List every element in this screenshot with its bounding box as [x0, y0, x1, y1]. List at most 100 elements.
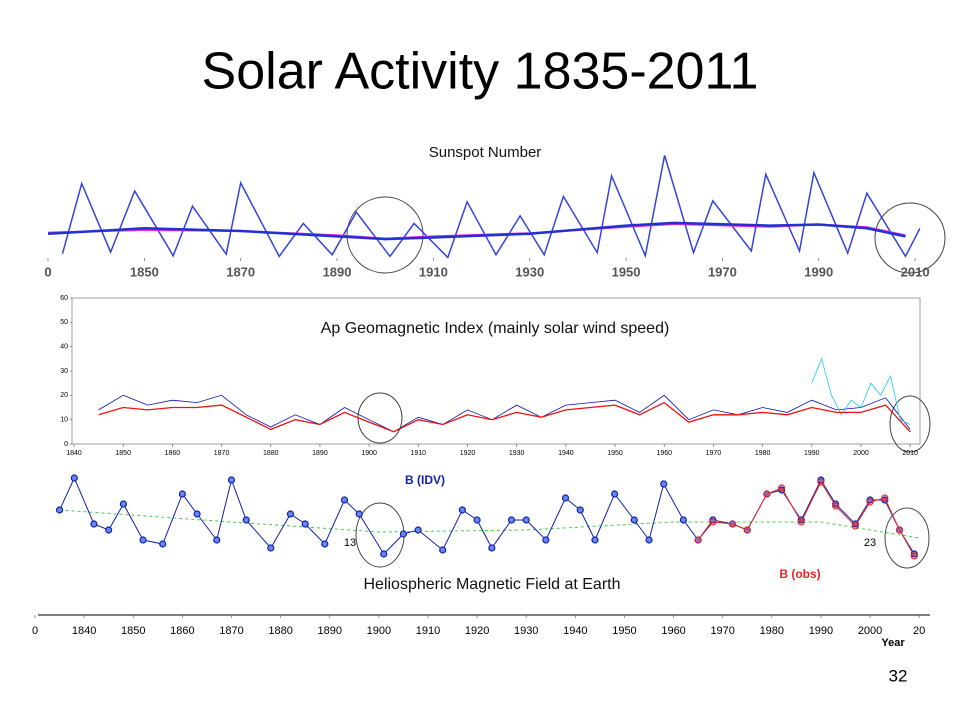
- x-tick-label: 0: [44, 264, 51, 279]
- data-point: [832, 500, 840, 508]
- data-point: [473, 516, 481, 524]
- x-tick-label: 1890: [323, 264, 352, 279]
- annotation: 23: [864, 537, 876, 549]
- x-tick-label: 1850: [121, 625, 145, 637]
- x-tick-label: 1850: [130, 264, 159, 279]
- data-point: [507, 516, 516, 524]
- highlight-circle: [889, 395, 931, 453]
- series-label: B (obs): [779, 567, 820, 581]
- x-tick-label: 1930: [514, 625, 538, 637]
- x-tick-label: 1930: [515, 264, 544, 279]
- chart-title: Ap Geomagnetic Index (mainly solar wind …: [321, 320, 670, 337]
- data-point: [660, 480, 668, 488]
- highlight-circle: [346, 196, 424, 274]
- x-tick-label: 1970: [708, 264, 737, 279]
- data-point: [851, 522, 859, 530]
- series-line: [98, 394, 911, 433]
- data-point: [178, 490, 186, 498]
- data-point: [542, 536, 550, 544]
- x-tick-label: 1910: [419, 264, 448, 279]
- data-point: [193, 510, 201, 518]
- x-tick-label: 1920: [465, 625, 489, 637]
- data-point: [763, 490, 771, 498]
- highlight-circle: [357, 392, 403, 444]
- data-point: [414, 526, 422, 534]
- data-point: [488, 544, 496, 552]
- data-point: [576, 506, 584, 514]
- x-tick-label: 2010: [901, 264, 930, 279]
- y-tick-label: 60: [60, 295, 68, 302]
- x-tick-label: 1890: [317, 625, 341, 637]
- series-label: B (IDV): [405, 473, 445, 487]
- series-line: [61, 155, 921, 259]
- x-tick-label: 1980: [755, 450, 771, 457]
- x-tick-label: 1910: [416, 625, 440, 637]
- data-point: [910, 552, 918, 560]
- y-tick-label: 20: [60, 392, 68, 399]
- x-tick-label: 1870: [226, 264, 255, 279]
- x-tick-label: 2010: [902, 450, 918, 457]
- x-tick-label: 2000: [853, 450, 869, 457]
- series-line: [697, 480, 915, 557]
- data-point: [817, 478, 825, 486]
- data-point: [458, 506, 466, 514]
- y-tick-label: 10: [60, 417, 68, 424]
- y-tick-label: 0: [64, 441, 68, 448]
- data-point: [866, 498, 874, 506]
- x-tick-label: 1970: [710, 625, 734, 637]
- series-line: [59, 476, 915, 555]
- x-tick-label: 1930: [509, 450, 525, 457]
- x-tick-label: 1860: [165, 450, 181, 457]
- x-tick-label: 1940: [563, 625, 587, 637]
- y-tick-label: 40: [60, 344, 68, 351]
- data-point: [380, 550, 388, 558]
- annotation: 13: [344, 537, 356, 549]
- data-point: [728, 520, 737, 528]
- data-point: [213, 536, 221, 544]
- x-tick-label: 1870: [214, 450, 230, 457]
- x-tick-label: 1870: [219, 625, 243, 637]
- x-tick-label: 1970: [706, 450, 722, 457]
- data-point: [139, 536, 147, 544]
- highlight-circle: [355, 502, 405, 568]
- x-tick-label: 1840: [66, 450, 82, 457]
- slide-title: Solar Activity 1835-2011: [202, 43, 759, 101]
- data-point: [630, 516, 638, 524]
- data-point: [679, 516, 687, 524]
- x-tick-label: 1950: [607, 450, 623, 457]
- data-point: [70, 474, 78, 482]
- x-tick-label: 2000: [858, 625, 882, 637]
- data-point: [340, 496, 349, 504]
- x-tick-label: 20: [913, 625, 925, 637]
- data-point: [591, 536, 599, 544]
- x-axis-label: Year: [881, 637, 905, 649]
- x-tick-label: 1960: [656, 450, 672, 457]
- series-line: [811, 357, 911, 425]
- x-tick-label: 1950: [612, 625, 636, 637]
- data-point: [611, 490, 619, 498]
- x-tick-label: 0: [32, 625, 38, 637]
- x-tick-label: 1910: [411, 450, 427, 457]
- x-tick-label: 1890: [312, 450, 328, 457]
- data-point: [267, 544, 275, 552]
- x-tick-label: 1920: [460, 450, 476, 457]
- x-tick-label: 1880: [268, 625, 292, 637]
- data-point: [399, 530, 408, 538]
- x-tick-label: 1990: [809, 625, 833, 637]
- x-tick-label: 1900: [367, 625, 391, 637]
- data-point: [561, 494, 570, 502]
- data-point: [105, 526, 113, 534]
- data-point: [227, 476, 236, 484]
- data-point: [694, 536, 702, 544]
- data-point: [709, 516, 717, 524]
- data-point: [778, 484, 786, 492]
- data-point: [895, 526, 904, 534]
- data-point: [90, 520, 98, 528]
- data-point: [743, 526, 751, 534]
- data-point: [119, 500, 128, 508]
- series-line: [47, 221, 906, 241]
- data-point: [159, 540, 167, 548]
- data-point: [797, 518, 805, 526]
- x-tick-label: 1980: [760, 625, 784, 637]
